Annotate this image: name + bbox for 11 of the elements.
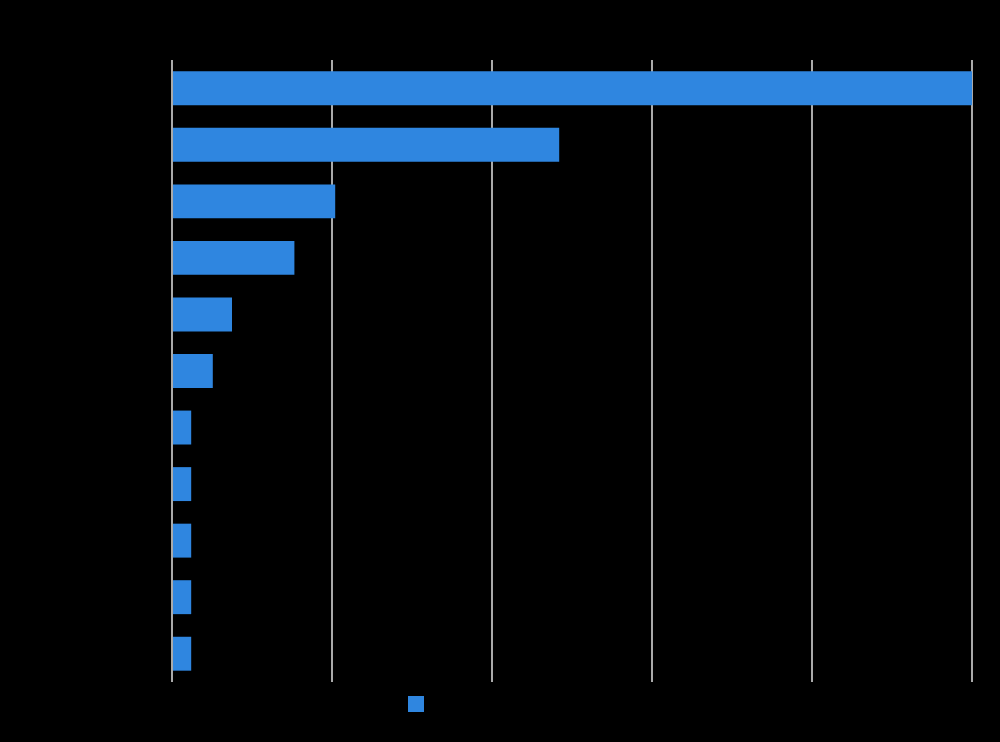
bar — [173, 71, 972, 106]
bar — [173, 240, 295, 275]
bar — [173, 636, 192, 671]
bar — [173, 127, 560, 162]
bar — [173, 523, 192, 558]
bar — [173, 467, 192, 502]
bar — [173, 297, 232, 332]
bar — [173, 354, 213, 388]
bar — [173, 184, 336, 219]
bar — [173, 580, 192, 615]
bar — [173, 410, 192, 445]
